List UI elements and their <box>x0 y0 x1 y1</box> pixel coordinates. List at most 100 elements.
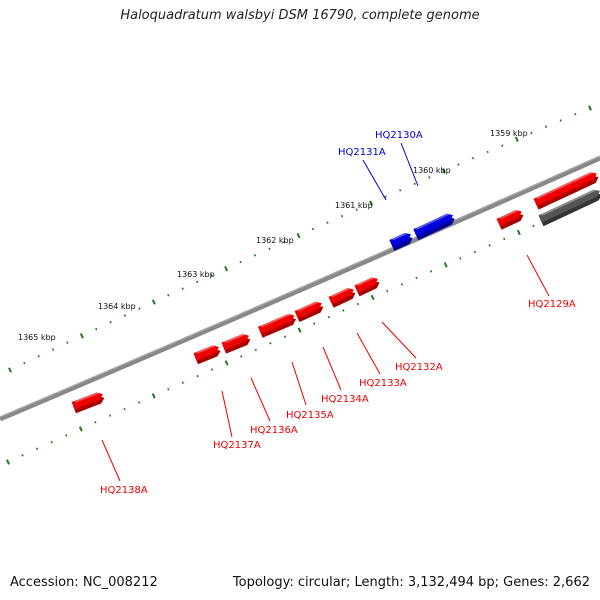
outer-tick-19 <box>282 240 286 244</box>
outer-tick-4 <box>66 341 69 344</box>
outer-tick-2 <box>37 355 40 358</box>
inner-tick-14 <box>210 368 214 371</box>
outer-tick-28 <box>413 182 416 186</box>
outer-tick-13 <box>196 280 199 284</box>
outer-tick-35 <box>514 136 519 142</box>
inner-tick-9 <box>137 401 141 404</box>
outer-tick-22 <box>326 221 329 224</box>
outer-tick-10 <box>151 299 156 305</box>
gene-other-1 <box>538 188 600 227</box>
gene-hq2134a-shine <box>296 300 319 312</box>
inner-tick-32 <box>473 250 477 254</box>
inner-tick-36 <box>532 224 535 228</box>
genome-backbone <box>0 155 600 422</box>
leader-hq2138a <box>101 439 121 482</box>
outer-tick-33 <box>486 150 489 154</box>
gene-label-hq2134a[interactable]: HQ2134A <box>321 394 369 405</box>
gene-hq2133a-shine <box>330 286 351 297</box>
gene-hq2138a-body <box>71 392 103 410</box>
ruler-label-1364: 1364 kbp <box>98 302 136 311</box>
gene-hq2129a <box>496 208 524 230</box>
gene-hq2133a <box>328 286 356 308</box>
gene-hq2133a-body <box>328 287 354 305</box>
gene-hq2136a <box>221 332 251 354</box>
inner-tick-30 <box>443 262 448 268</box>
accession-text: Accession: NC_008212 <box>10 575 158 590</box>
gene-hq2130a <box>413 212 455 241</box>
gene-label-hq2135a[interactable]: HQ2135A <box>286 410 334 421</box>
outer-tick-11 <box>167 294 170 297</box>
inner-tick-34 <box>503 237 506 241</box>
outer-tick-29 <box>428 176 431 179</box>
ruler-label-1359: 1359 kbp <box>490 129 528 138</box>
outer-tick-9 <box>138 307 141 310</box>
gene-hq2131a <box>389 231 413 251</box>
outer-tick-26 <box>384 195 387 198</box>
gene-label-hq2136a[interactable]: HQ2136A <box>250 425 298 436</box>
inner-tick-18 <box>269 342 272 345</box>
inner-tick-33 <box>488 244 491 247</box>
inner-tick-10 <box>151 393 156 399</box>
inner-tick-19 <box>283 335 287 338</box>
outer-tick-3 <box>51 348 55 351</box>
inner-tick-13 <box>196 374 199 378</box>
outer-ruler-ticks <box>8 105 592 373</box>
outer-tick-38 <box>559 119 562 122</box>
outer-tick-17 <box>253 254 257 257</box>
leader-hq2133a <box>356 332 381 375</box>
outer-tick-18 <box>268 247 271 251</box>
map-title: Haloquadratum walsbyi DSM 16790, complet… <box>120 8 480 23</box>
gene-hq2135a-body <box>257 313 295 335</box>
gene-label-hq2130a[interactable]: HQ2130A <box>375 130 423 141</box>
gene-hq2130a-body <box>413 213 454 237</box>
gene-label-hq2131a[interactable]: HQ2131A <box>338 147 386 158</box>
outer-tick-0 <box>8 367 12 373</box>
gene-label-hq2132a[interactable]: HQ2132A <box>395 362 443 373</box>
inner-tick-5 <box>78 426 83 432</box>
gene-hq2131a-shine <box>391 231 408 241</box>
topology-text: Topology: circular; Length: 3,132,494 bp… <box>232 575 590 590</box>
inner-tick-1 <box>21 454 24 457</box>
inner-tick-16 <box>240 355 243 358</box>
gene-label-hq2129a[interactable]: HQ2129A <box>528 299 576 310</box>
inner-tick-35 <box>516 229 521 236</box>
outer-tick-8 <box>123 314 127 317</box>
inner-tick-25 <box>370 294 375 301</box>
gene-label-hq2133a[interactable]: HQ2133A <box>359 378 407 389</box>
outer-tick-30 <box>441 168 446 174</box>
outer-tick-15 <box>224 265 229 272</box>
gene-other-2-body <box>533 172 597 206</box>
gene-hq2137a <box>193 344 221 365</box>
gene-label-hq2137a[interactable]: HQ2137A <box>213 440 261 451</box>
backbone-arc <box>0 155 600 422</box>
gene-hq2136a-shine <box>223 332 246 343</box>
outer-tick-27 <box>399 188 402 192</box>
gene-hq2130a-shine <box>415 212 450 230</box>
leader-hq2132a <box>381 321 417 359</box>
inner-tick-21 <box>313 322 316 325</box>
backbone-highlight <box>0 155 600 418</box>
outer-tick-25 <box>369 200 374 206</box>
gene-other-1-shine <box>540 188 597 216</box>
gene-hq2134a <box>294 300 324 323</box>
outer-tick-31 <box>457 163 460 166</box>
outer-tick-23 <box>340 214 344 218</box>
outer-tick-21 <box>311 227 315 231</box>
gene-label-hq2138a[interactable]: HQ2138A <box>100 485 148 496</box>
leader-hq2129a <box>526 254 550 297</box>
inner-tick-4 <box>65 434 68 437</box>
ruler-label-1360: 1360 kbp <box>413 166 451 175</box>
gene-hq2136a-body <box>221 333 249 350</box>
inner-tick-3 <box>50 440 53 444</box>
ruler-label-1363: 1363 kbp <box>177 270 215 279</box>
outer-tick-6 <box>95 327 98 331</box>
outer-tick-20 <box>296 232 301 239</box>
inner-tick-26 <box>386 289 389 293</box>
gene-hq2137a-shine <box>195 344 216 354</box>
gene-hq2132a-body <box>354 277 378 293</box>
outer-tick-39 <box>574 112 577 116</box>
inner-tick-22 <box>327 315 330 319</box>
outer-tick-36 <box>530 131 533 135</box>
gene-hq2138a-shine <box>73 391 100 403</box>
